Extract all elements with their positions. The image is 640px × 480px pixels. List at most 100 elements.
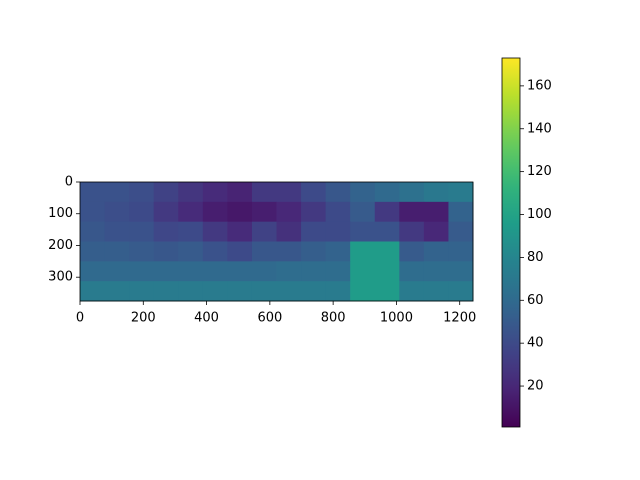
heatmap-cell (178, 281, 204, 302)
heatmap-cell (276, 261, 302, 282)
heatmap-cell (202, 221, 228, 242)
heatmap-cell (80, 281, 106, 302)
heatmap-cell (178, 182, 204, 203)
heatmap-cell (202, 201, 228, 223)
heatmap-cell (399, 182, 425, 203)
heatmap-cell (301, 261, 327, 282)
heatmap-cell (325, 261, 351, 282)
heatmap-cell (251, 261, 277, 282)
heatmap-cell (325, 241, 351, 262)
heatmap-cell (448, 221, 474, 242)
heatmap-cell (178, 221, 204, 242)
heatmap-cell (399, 261, 425, 282)
x-tick-label: 600 (257, 311, 282, 326)
heatmap-cell (227, 201, 253, 223)
heatmap-cell (423, 281, 449, 302)
heatmap-cell (325, 221, 351, 242)
heatmap-cell (399, 221, 425, 242)
y-tick-label: 200 (48, 238, 73, 253)
heatmap-cell (325, 281, 351, 302)
heatmap-cell (301, 281, 327, 302)
heatmap-cell (276, 182, 302, 203)
colorbar-tick-label: 40 (527, 336, 544, 351)
heatmap-cell (202, 261, 228, 282)
heatmap-cell (129, 182, 155, 203)
x-tick-label: 0 (76, 311, 84, 326)
heatmap-cell (350, 182, 376, 203)
heatmap-cell (423, 261, 449, 282)
heatmap-cell (301, 201, 327, 223)
heatmap-cell (251, 281, 277, 302)
heatmap-cell (227, 281, 253, 302)
heatmap-cell (80, 261, 106, 282)
heatmap-cell (399, 241, 425, 262)
heatmap-cell (423, 182, 449, 203)
heatmap-cell (153, 182, 179, 203)
heatmap-cell (227, 221, 253, 242)
heatmap-cell (374, 241, 400, 262)
heatmap-cell (104, 182, 130, 203)
heatmap-cell (374, 182, 400, 203)
x-tick-label: 1200 (443, 311, 476, 326)
heatmap-cell (129, 281, 155, 302)
heatmap-cell (202, 241, 228, 262)
axes-frame (79, 181, 474, 302)
heatmap-cell (104, 261, 130, 282)
heatmap-cell (153, 221, 179, 242)
heatmap-cell (399, 281, 425, 302)
heatmap-cell (301, 221, 327, 242)
heatmap-cell (153, 281, 179, 302)
heatmap-cell (374, 201, 400, 223)
heatmap-cell (374, 281, 400, 302)
heatmap-cell (227, 182, 253, 203)
heatmap-cell (399, 201, 425, 223)
heatmap-cell (276, 221, 302, 242)
x-tick-label: 400 (194, 311, 219, 326)
heatmap-cell (448, 182, 474, 203)
heatmap-cell (153, 261, 179, 282)
heatmap-cell (350, 201, 376, 223)
heatmap-cell (350, 241, 376, 262)
y-tick-label: 300 (48, 270, 73, 285)
heatmap-cell (129, 261, 155, 282)
colorbar-tick-label: 160 (527, 78, 552, 93)
heatmap-cell (104, 241, 130, 262)
heatmap-cell (129, 201, 155, 223)
x-tick-label: 200 (131, 311, 156, 326)
heatmap-cell (80, 221, 106, 242)
heatmap-cell (325, 182, 351, 203)
heatmap-cell (448, 241, 474, 262)
heatmap-cell (350, 221, 376, 242)
heatmap-cell (251, 241, 277, 262)
y-tick-label: 0 (65, 175, 73, 190)
heatmap-cell (227, 261, 253, 282)
heatmap-cell (129, 221, 155, 242)
heatmap-cell (251, 201, 277, 223)
colorbar-tick-label: 120 (527, 164, 552, 179)
heatmap-cell (178, 261, 204, 282)
heatmap-cell (202, 182, 228, 203)
heatmap-cell (374, 261, 400, 282)
colorbar-tick-label: 20 (527, 379, 544, 394)
heatmap-cell (104, 221, 130, 242)
heatmap-cell (276, 201, 302, 223)
heatmap-cell (202, 281, 228, 302)
heatmap-cell (153, 241, 179, 262)
heatmap-cell (80, 182, 106, 203)
heatmap-cell (178, 241, 204, 262)
heatmap-cell (301, 182, 327, 203)
heatmap-cell (153, 201, 179, 223)
heatmap-cell (448, 261, 474, 282)
heatmap-cell (448, 281, 474, 302)
heatmap-cell (374, 221, 400, 242)
x-tick-label: 800 (321, 311, 346, 326)
colorbar (501, 57, 521, 428)
heatmap-cell (178, 201, 204, 223)
heatmap-cell (129, 241, 155, 262)
heatmap-cell (251, 182, 277, 203)
heatmap-cell (276, 281, 302, 302)
heatmap-cell (325, 201, 351, 223)
heatmap-cell (423, 221, 449, 242)
colorbar-tick-label: 100 (527, 207, 552, 222)
